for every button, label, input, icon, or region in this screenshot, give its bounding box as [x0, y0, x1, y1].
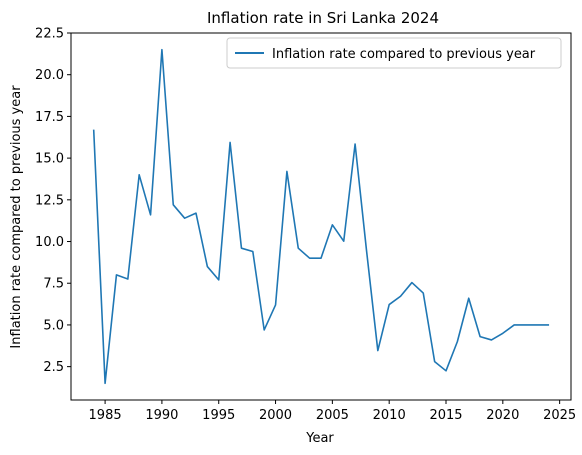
y-axis-title: Inflation rate compared to previous year [9, 85, 24, 349]
x-tick-label: 1990 [145, 408, 178, 423]
y-tick-label: 5.0 [43, 318, 64, 333]
series-line-0 [92, 48, 550, 385]
y-tick-label: 7.5 [43, 277, 64, 292]
axes-frame [70, 32, 572, 401]
x-tick-label: 2015 [429, 408, 462, 423]
x-tick-label: 2025 [543, 408, 576, 423]
y-tick-label: 2.5 [43, 360, 64, 375]
x-tick-label: 1995 [202, 408, 235, 423]
y-tick-label: 10.0 [35, 235, 64, 250]
x-tick-label: 2000 [259, 408, 292, 423]
x-axis-title: Year [305, 431, 334, 446]
chart-title: Inflation rate in Sri Lanka 2024 [207, 9, 439, 27]
axis-ticks: 1985 1990 1995 2000 2005 2010 2015 2020 2025 2.5 5… [35, 27, 576, 424]
x-tick-label: 2020 [486, 408, 519, 423]
x-tick-label: 1985 [89, 408, 122, 423]
x-tick-label: 2010 [373, 408, 406, 423]
y-tick-label: 12.5 [35, 193, 64, 208]
x-tick-label: 2005 [316, 408, 349, 423]
legend: Inflation rate compared to previous year [226, 37, 562, 69]
y-tick-label: 15.0 [35, 152, 64, 167]
y-tick-label: 20.0 [35, 68, 64, 83]
legend-label-inflation: Inflation rate compared to previous year [272, 47, 536, 62]
legend-box [226, 37, 562, 69]
y-tick-label: 17.5 [35, 110, 64, 125]
y-tick-label: 22.5 [35, 27, 64, 42]
plot-area [70, 32, 572, 401]
